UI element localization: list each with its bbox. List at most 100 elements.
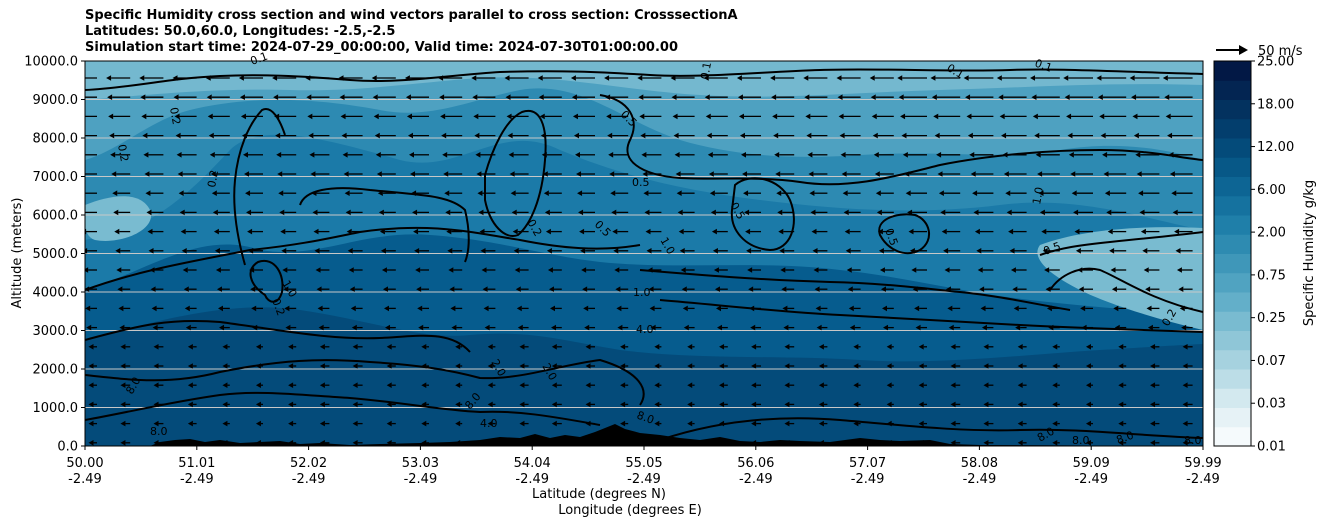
wind-vector-head <box>848 305 854 312</box>
wind-vector-head <box>737 94 743 100</box>
wind-vector-head <box>706 132 712 139</box>
contour-line <box>1049 267 1203 313</box>
wind-vector-head <box>1150 440 1156 446</box>
wind-vector-head <box>996 75 1002 81</box>
wind-vector-head <box>1178 286 1184 292</box>
wind-vector-head <box>620 363 626 369</box>
wind-vector-head <box>1143 267 1149 273</box>
wind-vector-head <box>873 152 879 158</box>
wind-vector-head <box>476 171 482 177</box>
wind-vector-head <box>421 344 427 350</box>
wind-vector-head <box>970 171 976 177</box>
wind-vector-head <box>818 420 824 427</box>
wind-vector-head <box>944 267 950 273</box>
wind-vector-head <box>585 363 591 369</box>
wind-vector-head <box>576 171 582 177</box>
wind-vector-head <box>687 440 693 446</box>
wind-vector-head <box>582 286 588 292</box>
wind-vector-head <box>1109 248 1115 254</box>
wind-vector-head <box>643 190 649 196</box>
wind-vector-head <box>252 324 258 331</box>
wind-vector-head <box>1131 94 1137 100</box>
wind-vector-head <box>183 286 189 292</box>
wind-vector-head <box>274 113 280 120</box>
wind-vector-head <box>315 267 321 273</box>
wind-vector-head <box>751 344 757 350</box>
wind-vector-head <box>484 324 490 331</box>
wind-vector-head <box>900 113 906 120</box>
wind-vector-head <box>841 171 847 177</box>
wind-vector-head <box>843 209 849 216</box>
wind-vector-head <box>150 286 156 292</box>
wind-vector-head <box>839 132 845 139</box>
wind-vector-head <box>339 94 345 100</box>
wind-vector-head <box>620 382 626 388</box>
wind-vector-head <box>455 363 461 369</box>
wind-vector-head <box>886 344 892 350</box>
humidity-field <box>85 61 1203 446</box>
wind-vector-head <box>1182 401 1188 408</box>
wind-vector-head <box>940 209 946 216</box>
colorbar-segment <box>1214 253 1251 274</box>
x-tick-label-lat: 50.00 <box>66 456 103 471</box>
wind-vector-head <box>112 190 118 196</box>
wind-vector-head <box>475 152 481 158</box>
wind-vector-head <box>440 113 446 120</box>
x-tick-label-lat: 59.09 <box>1073 456 1110 471</box>
wind-vector-head <box>311 190 317 196</box>
wind-key-label: 50 m/s <box>1258 44 1303 59</box>
wind-vector-head <box>519 344 525 350</box>
wind-vector-head <box>107 94 113 100</box>
wind-vector-head <box>809 190 815 196</box>
contour-line <box>249 259 284 303</box>
x-tick-label-lat: 56.06 <box>737 456 774 471</box>
wind-vector-head <box>983 420 989 427</box>
wind-vector-head <box>114 228 120 235</box>
contour-label: 4.0 <box>480 417 498 430</box>
contour-label: 8.0 <box>1115 429 1136 447</box>
wind-vector-head <box>642 171 648 177</box>
wind-vector-head <box>617 324 623 331</box>
wind-vector-head <box>516 305 522 312</box>
wind-vector-head <box>909 248 915 254</box>
wind-vector-head <box>941 228 947 235</box>
wind-vector-head <box>646 248 652 254</box>
wind-vector-head <box>383 305 389 312</box>
wind-vector-head <box>1041 228 1047 235</box>
wind-vector-head <box>305 75 311 81</box>
wind-vector-head <box>174 113 180 120</box>
wind-vector-head <box>708 171 714 177</box>
wind-key-arrowhead <box>1239 45 1248 55</box>
wind-vector-head <box>505 94 511 100</box>
wind-vector-head <box>352 420 358 427</box>
wind-vector-head <box>1096 75 1102 81</box>
x-axis: 50.00-2.4951.01-2.4952.02-2.4953.03-2.49… <box>66 446 1222 487</box>
wind-vector-head <box>886 420 892 427</box>
wind-vector-head <box>783 324 789 331</box>
wind-vector-head <box>950 401 956 408</box>
wind-vector-head <box>1145 286 1151 292</box>
wind-vector-head <box>115 248 121 254</box>
contour-line <box>599 94 1203 186</box>
wind-vector-head <box>412 209 418 216</box>
wind-vector-head <box>707 152 713 158</box>
wind-vector-head <box>933 113 939 120</box>
wind-vector-head <box>687 344 693 350</box>
wind-vector-head <box>614 267 620 273</box>
wind-vector-head <box>148 248 154 254</box>
wind-vector-head <box>1017 420 1023 427</box>
wind-vector-head <box>1165 113 1171 120</box>
wind-vector-head <box>78 171 83 177</box>
wind-vector-head <box>609 171 615 177</box>
wind-vector-head <box>1138 190 1144 196</box>
wind-vector-head <box>118 305 124 312</box>
wind-vector-head <box>352 344 358 350</box>
x-tick-label-lat: 57.07 <box>849 456 886 471</box>
wind-vector-head <box>479 228 485 235</box>
wind-vector-head <box>681 286 687 292</box>
wind-vector-head <box>815 305 821 312</box>
x-tick-label-lat: 52.02 <box>290 456 327 471</box>
wind-vector-head <box>983 344 989 350</box>
wind-vector-head <box>316 286 322 292</box>
wind-vector-head <box>751 440 757 446</box>
